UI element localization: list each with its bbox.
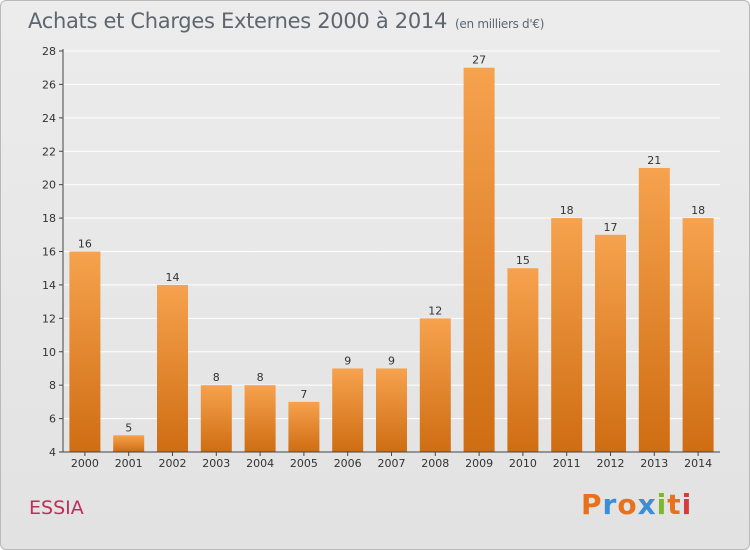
logo-letter: i bbox=[656, 488, 668, 521]
y-tick-label: 10 bbox=[42, 346, 56, 359]
bar-2014 bbox=[682, 218, 714, 452]
bar-2005 bbox=[288, 401, 320, 452]
chart-title: Achats et Charges Externes 2000 à 2014 (e… bbox=[28, 9, 544, 33]
chart-title-text: Achats et Charges Externes 2000 à 2014 bbox=[28, 9, 448, 33]
bar-2006 bbox=[332, 368, 364, 452]
logo-letter: t bbox=[667, 488, 682, 521]
y-tick-label: 26 bbox=[42, 78, 56, 91]
y-tick-label: 22 bbox=[42, 145, 56, 158]
y-tick-label: 12 bbox=[42, 312, 56, 325]
chart-subtitle: (en milliers d'€) bbox=[455, 17, 545, 31]
y-tick-label: 14 bbox=[42, 279, 56, 292]
bar-2007 bbox=[376, 368, 407, 452]
data-label-2000: 16 bbox=[78, 238, 92, 251]
axes: 4 6 8 10 12 14 16 18 20 22 24 26 28 2000 2001 2002 2003 2… bbox=[42, 45, 720, 470]
data-label-2012: 17 bbox=[604, 221, 618, 234]
bar-2013 bbox=[638, 167, 670, 453]
bar-2012 bbox=[595, 234, 626, 452]
data-label-2005: 7 bbox=[300, 388, 307, 401]
bar-2011 bbox=[551, 218, 583, 452]
y-tick-label: 6 bbox=[49, 413, 56, 426]
data-label-2011: 18 bbox=[560, 204, 574, 217]
logo-letter: r bbox=[602, 488, 618, 521]
commune-name: ESSIA bbox=[29, 497, 84, 519]
data-label-2004: 8 bbox=[257, 371, 264, 384]
data-label-2002: 14 bbox=[166, 271, 180, 284]
data-label-2013: 21 bbox=[647, 154, 661, 167]
data-label-2014: 18 bbox=[691, 204, 705, 217]
y-tick-label: 20 bbox=[42, 179, 56, 192]
logo-letter: P bbox=[581, 488, 603, 521]
bar-2003 bbox=[200, 385, 232, 452]
x-tick-label: 2007 bbox=[378, 457, 406, 470]
x-tick-label: 2000 bbox=[71, 457, 99, 470]
x-tick-label: 2013 bbox=[640, 457, 668, 470]
x-tick-label: 2006 bbox=[334, 457, 362, 470]
data-label-2001: 5 bbox=[125, 421, 132, 434]
logo-letter: x bbox=[637, 488, 657, 521]
bar-2008 bbox=[419, 318, 451, 452]
data-label-2008: 12 bbox=[428, 304, 442, 317]
x-tick-label: 2003 bbox=[202, 457, 230, 470]
y-tick-label: 24 bbox=[42, 112, 56, 125]
y-tick-label: 8 bbox=[49, 379, 56, 392]
y-tick-label: 4 bbox=[49, 446, 56, 459]
data-label-2010: 15 bbox=[516, 254, 530, 267]
y-tick-label: 18 bbox=[42, 212, 56, 225]
bar-2001 bbox=[113, 435, 145, 452]
logo-letter: i bbox=[681, 488, 693, 521]
data-label-2006: 9 bbox=[344, 354, 351, 367]
proxiti-logo[interactable]: Proxiti bbox=[581, 488, 692, 521]
x-tick-label: 2012 bbox=[597, 457, 625, 470]
x-tick-label: 2001 bbox=[115, 457, 143, 470]
bar-2000 bbox=[69, 251, 101, 452]
y-tick-label: 16 bbox=[42, 246, 56, 259]
x-tick-label: 2014 bbox=[684, 457, 712, 470]
bar-2009 bbox=[463, 67, 495, 452]
x-tick-label: 2005 bbox=[290, 457, 318, 470]
logo-letter: o bbox=[617, 488, 638, 521]
bar-2004 bbox=[244, 385, 276, 452]
x-tick-label: 2004 bbox=[246, 457, 274, 470]
bar-2010 bbox=[507, 268, 539, 452]
data-label-2003: 8 bbox=[213, 371, 220, 384]
data-label-2007: 9 bbox=[388, 354, 395, 367]
x-tick-label: 2008 bbox=[421, 457, 449, 470]
bar-2002 bbox=[157, 284, 188, 452]
x-tick-label: 2010 bbox=[509, 457, 537, 470]
bars: 16 5 14 8 8 7 9 9 12 27 15 18 17 21 18 bbox=[69, 54, 714, 453]
data-label-2009: 27 bbox=[472, 54, 486, 67]
y-tick-label: 28 bbox=[42, 45, 56, 58]
x-tick-label: 2009 bbox=[465, 457, 493, 470]
x-tick-label: 2002 bbox=[159, 457, 187, 470]
x-tick-label: 2011 bbox=[553, 457, 581, 470]
